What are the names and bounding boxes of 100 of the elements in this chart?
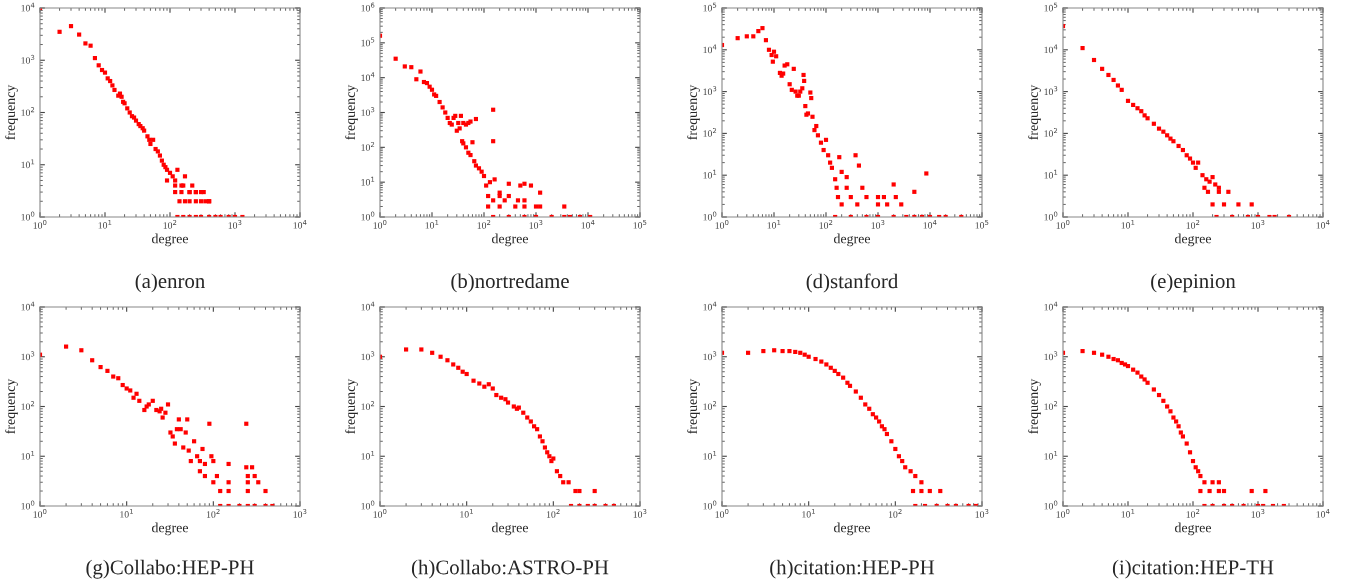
x-tick-label: 10$^{0}$ [33,219,47,229]
y-tick-label: 10$^{0}$ [703,500,717,510]
y-tick-label: 10$^{2}$ [21,401,35,410]
x-tick-label: 10$^{2}$ [1186,219,1200,229]
x-axis-title: degree [492,522,529,536]
x-tick-label: 10$^{3}$ [529,219,543,229]
y-tick-label: 10$^{0}$ [361,211,375,221]
y-tick-label: 10$^{4}$ [703,301,717,311]
y-tick-label: 10$^{3}$ [361,107,375,116]
x-tick-label: 10$^{1}$ [425,219,439,229]
y-tick-label: 10$^{4}$ [1044,301,1058,311]
y-axis-title: frequency [1028,378,1041,434]
y-tick-label: 10$^{2}$ [361,401,375,410]
y-tick-label: 10$^{1}$ [703,450,717,460]
x-tick-label: 10$^{0}$ [715,508,729,518]
x-axis-title: degree [152,233,189,247]
x-tick-label: 10$^{4}$ [581,219,595,229]
x-axis-title: degree [834,522,871,536]
x-tick-label: 10$^{4}$ [923,219,937,229]
y-tick-label: 10$^{0}$ [1044,500,1058,510]
x-tick-label: 10$^{3}$ [633,508,647,518]
x-tick-label: 10$^{1}$ [120,508,133,518]
x-tick-label: 10$^{0}$ [1056,219,1070,229]
y-tick-label: 10$^{2}$ [703,401,717,410]
y-tick-label: 10$^{1}$ [703,169,717,179]
text: (e)epinion [1151,273,1236,293]
text: (h)Collabo:ASTRO-PH [411,559,609,579]
y-axis-title: frequency [5,378,18,434]
text: (d)stanford [806,273,899,293]
x-axis-title: degree [1175,233,1212,247]
y-tick-label: 10$^{4}$ [703,44,717,54]
text: (g)Collabo:HEP-PH [86,559,254,579]
y-tick-label: 10$^{5}$ [703,2,717,12]
x-tick-label: 10$^{0}$ [373,219,387,229]
x-axis-title: degree [152,522,189,536]
x-tick-label: 10$^{3}$ [975,508,989,518]
y-tick-label: 10$^{0}$ [1044,211,1058,221]
x-tick-label: 10$^{1}$ [1121,508,1135,518]
y-axis-title: frequency [687,84,700,140]
x-tick-label: 10$^{0}$ [373,508,387,518]
x-tick-label: 10$^{3}$ [228,219,242,229]
x-tick-label: 10$^{2}$ [888,508,902,518]
y-tick-label: 10$^{4}$ [21,301,35,311]
y-tick-label: 10$^{4}$ [1044,44,1058,54]
x-axis-title: degree [1175,522,1212,536]
x-tick-label: 10$^{4}$ [1316,219,1330,229]
y-tick-label: 10$^{0}$ [703,211,717,221]
x-tick-label: 10$^{0}$ [1056,508,1070,518]
x-tick-label: 10$^{4}$ [293,219,307,229]
y-tick-label: 10$^{3}$ [1044,351,1058,361]
y-tick-label: 10$^{5}$ [1044,2,1058,12]
y-tick-label: 10$^{2}$ [703,127,717,137]
x-tick-label: 10$^{0}$ [715,219,729,229]
y-tick-label: 10$^{3}$ [703,351,717,361]
x-tick-label: 10$^{1}$ [1121,219,1135,229]
y-tick-label: 10$^{3}$ [21,54,35,64]
y-axis-title: frequency [5,84,18,140]
x-tick-label: 10$^{4}$ [1316,508,1330,518]
y-tick-label: 10$^{4}$ [21,2,35,12]
x-tick-label: 10$^{2}$ [206,508,220,518]
x-tick-label: 10$^{3}$ [1251,508,1265,518]
text: (b)nortredame [451,273,569,293]
x-tick-label: 10$^{3}$ [293,508,307,518]
y-axis-title: frequency [1028,84,1041,140]
y-tick-label: 10$^{3}$ [21,351,35,361]
x-tick-label: 10$^{3}$ [871,219,885,229]
x-tick-label: 10$^{1}$ [767,219,781,229]
x-tick-label: 10$^{2}$ [163,219,177,229]
x-axis-title: degree [492,233,529,247]
x-tick-label: 10$^{2}$ [477,219,491,229]
y-tick-label: 10$^{0}$ [21,211,35,221]
text: (h)citation:HEP-PH [770,559,935,579]
y-tick-label: 10$^{1}$ [361,450,375,460]
y-tick-label: 10$^{1}$ [21,450,35,460]
x-tick-label: 10$^{1}$ [802,508,815,518]
y-tick-label: 10$^{3}$ [361,351,375,361]
y-tick-label: 10$^{6}$ [361,2,375,12]
y-axis-title: frequency [345,378,358,434]
y-tick-label: 10$^{3}$ [1044,86,1058,96]
text: (a)enron [135,273,205,293]
y-tick-label: 10$^{1}$ [1044,450,1058,460]
x-tick-label: 10$^{5}$ [975,219,989,229]
y-tick-label: 10$^{0}$ [21,500,35,510]
y-tick-label: 10$^{0}$ [361,500,375,510]
y-tick-label: 10$^{2}$ [21,107,35,116]
y-tick-label: 10$^{1}$ [1044,169,1058,179]
x-tick-label: 10$^{1}$ [460,508,473,518]
y-tick-label: 10$^{1}$ [361,176,375,186]
y-tick-label: 10$^{4}$ [361,72,375,82]
x-tick-label: 10$^{0}$ [33,508,47,518]
x-tick-label: 10$^{1}$ [98,219,112,229]
x-tick-label: 10$^{3}$ [1251,219,1265,229]
y-tick-label: 10$^{5}$ [361,37,375,47]
y-axis-title: frequency [687,378,700,434]
x-axis-title: degree [834,233,871,247]
y-tick-label: 10$^{1}$ [21,159,35,169]
x-tick-label: 10$^{5}$ [633,219,647,229]
x-tick-label: 10$^{2}$ [819,219,833,229]
x-tick-label: 10$^{2}$ [1186,508,1200,518]
y-tick-label: 10$^{4}$ [361,301,375,311]
